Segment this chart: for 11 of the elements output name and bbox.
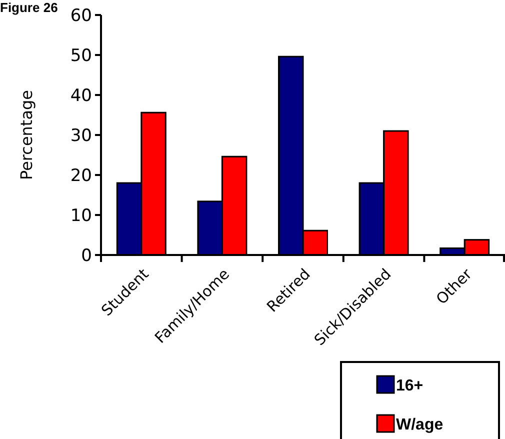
y-axis-title: Percentage	[17, 90, 36, 180]
y-tick-label: 60	[70, 6, 92, 26]
chart-title: Figure 26	[0, 0, 58, 15]
y-tick-label: 50	[70, 46, 92, 66]
y-tick-label: 30	[70, 126, 92, 146]
y-tick-label: 40	[70, 86, 92, 106]
legend-label: W/age	[396, 416, 444, 434]
legend-label: 16+	[396, 378, 424, 395]
y-tick-label: 0	[81, 246, 92, 266]
y-tick-label: 20	[70, 166, 92, 186]
y-tick-label: 10	[70, 206, 92, 226]
